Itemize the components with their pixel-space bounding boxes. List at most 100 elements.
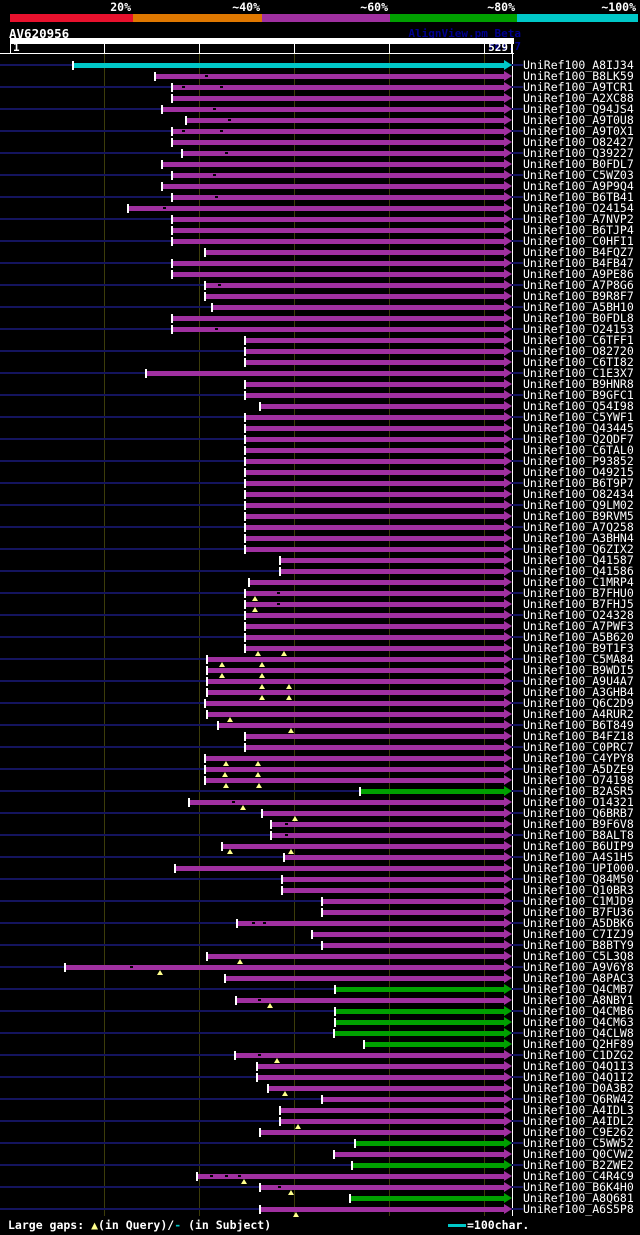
hit-bar[interactable] xyxy=(321,899,505,904)
hit-label[interactable]: UniRef100_Q4CMB6 xyxy=(523,1004,634,1018)
hit-bar[interactable] xyxy=(171,239,505,244)
hit-label[interactable]: UniRef100_C1E3X7 xyxy=(523,366,634,380)
hit-bar[interactable] xyxy=(244,426,505,431)
hit-label[interactable]: UniRef100_A9TCR1 xyxy=(523,80,634,94)
hit-label[interactable]: UniRef100_Q4CM63 xyxy=(523,1015,634,1029)
hit-bar[interactable] xyxy=(280,569,505,574)
hit-bar[interactable] xyxy=(224,976,505,981)
hit-label[interactable]: UniRef100_B4FB47 xyxy=(523,256,634,270)
hit-label[interactable]: UniRef100_A9T0X1 xyxy=(523,124,634,138)
hit-label[interactable]: UniRef100_A5DZE9 xyxy=(523,762,634,776)
hit-bar[interactable] xyxy=(171,327,505,332)
hit-label[interactable]: UniRef100_O82720 xyxy=(523,344,634,358)
hit-bar[interactable] xyxy=(244,415,505,420)
hit-bar[interactable] xyxy=(162,107,505,112)
hit-bar[interactable] xyxy=(206,690,505,695)
hit-label[interactable]: UniRef100_A4S1H5 xyxy=(523,850,634,864)
hit-label[interactable]: UniRef100_B0FDL8 xyxy=(523,311,634,325)
hit-label[interactable]: UniRef100_O74198 xyxy=(523,773,634,787)
hit-bar[interactable] xyxy=(204,756,505,761)
hit-bar[interactable] xyxy=(222,844,505,849)
hit-label[interactable]: UniRef100_Q84M50 xyxy=(523,872,634,886)
hit-label[interactable]: UniRef100_Q94JS4 xyxy=(523,102,634,116)
hit-label[interactable]: UniRef100_B7FU36 xyxy=(523,905,634,919)
hit-bar[interactable] xyxy=(72,63,505,68)
hit-label[interactable]: UniRef100_B6T9P7 xyxy=(523,476,634,490)
hit-bar[interactable] xyxy=(321,943,505,948)
hit-label[interactable]: UniRef100_B8ALT8 xyxy=(523,828,634,842)
hit-bar[interactable] xyxy=(280,1119,505,1124)
hit-label[interactable]: UniRef100_Q4Q1I3 xyxy=(523,1059,634,1073)
hit-label[interactable]: UniRef100_A7P8G6 xyxy=(523,278,634,292)
hit-bar[interactable] xyxy=(260,404,505,409)
hit-bar[interactable] xyxy=(363,1042,505,1047)
hit-bar[interactable] xyxy=(244,393,505,398)
hit-label[interactable]: UniRef100_A7NVP2 xyxy=(523,212,634,226)
hit-label[interactable]: UniRef100_B2ASR5 xyxy=(523,784,634,798)
hit-bar[interactable] xyxy=(270,833,505,838)
hit-bar[interactable] xyxy=(244,459,505,464)
hit-label[interactable]: UniRef100_C5MA84 xyxy=(523,652,634,666)
hit-bar[interactable] xyxy=(334,1031,505,1036)
hit-bar[interactable] xyxy=(188,800,505,805)
hit-bar[interactable] xyxy=(244,591,505,596)
hit-label[interactable]: UniRef100_O14321 xyxy=(523,795,634,809)
hit-bar[interactable] xyxy=(204,778,505,783)
hit-bar[interactable] xyxy=(355,1141,505,1146)
hit-bar[interactable] xyxy=(335,1020,505,1025)
hit-bar[interactable] xyxy=(270,822,505,827)
hit-bar[interactable] xyxy=(244,602,505,607)
hit-label[interactable]: UniRef100_C0HFI1 xyxy=(523,234,634,248)
hit-label[interactable]: UniRef100_Q54I98 xyxy=(523,399,634,413)
hit-bar[interactable] xyxy=(206,712,505,717)
hit-bar[interactable] xyxy=(283,855,505,860)
hit-label[interactable]: UniRef100_A5BH10 xyxy=(523,300,634,314)
hit-label[interactable]: UniRef100_Q6RW42 xyxy=(523,1092,634,1106)
hit-bar[interactable] xyxy=(127,206,505,211)
hit-label[interactable]: UniRef100_Q6C2D9 xyxy=(523,696,634,710)
hit-label[interactable]: UniRef100_A9V6Y8 xyxy=(523,960,634,974)
hit-label[interactable]: UniRef100_A2XC88 xyxy=(523,91,634,105)
hit-label[interactable]: UniRef100_A8NBY1 xyxy=(523,993,634,1007)
hit-bar[interactable] xyxy=(321,910,505,915)
hit-label[interactable]: UniRef100_Q4Q1I2 xyxy=(523,1070,634,1084)
hit-label[interactable]: UniRef100_B9HNR8 xyxy=(523,377,634,391)
hit-bar[interactable] xyxy=(244,734,505,739)
hit-label[interactable]: UniRef100_B9RVM5 xyxy=(523,509,634,523)
hit-label[interactable]: UniRef100_O24328 xyxy=(523,608,634,622)
hit-bar[interactable] xyxy=(260,1185,505,1190)
hit-bar[interactable] xyxy=(244,338,505,343)
hit-bar[interactable] xyxy=(218,723,505,728)
hit-bar[interactable] xyxy=(162,184,505,189)
hit-bar[interactable] xyxy=(244,470,505,475)
hit-bar[interactable] xyxy=(244,613,505,618)
hit-bar[interactable] xyxy=(182,151,505,156)
hit-label[interactable]: UniRef100_A9P9Q4 xyxy=(523,179,634,193)
hit-label[interactable]: UniRef100_O82427 xyxy=(523,135,634,149)
hit-bar[interactable] xyxy=(321,1097,505,1102)
hit-label[interactable]: UniRef100_B6T849 xyxy=(523,718,634,732)
hit-label[interactable]: UniRef100_A5DBK6 xyxy=(523,916,634,930)
hit-bar[interactable] xyxy=(334,1152,505,1157)
hit-bar[interactable] xyxy=(206,657,505,662)
hit-bar[interactable] xyxy=(145,371,505,376)
hit-bar[interactable] xyxy=(206,954,505,959)
hit-label[interactable]: UniRef100_Q6BRB7 xyxy=(523,806,634,820)
hit-label[interactable]: UniRef100_B4FZ18 xyxy=(523,729,634,743)
hit-bar[interactable] xyxy=(335,987,505,992)
hit-label[interactable]: UniRef100_B9F6V8 xyxy=(523,817,634,831)
hit-label[interactable]: UniRef100_O82434 xyxy=(523,487,634,501)
hit-label[interactable]: UniRef100_O49215 xyxy=(523,465,634,479)
hit-bar[interactable] xyxy=(204,701,505,706)
hit-bar[interactable] xyxy=(244,437,505,442)
hit-label[interactable]: UniRef100_B9T1F3 xyxy=(523,641,634,655)
hit-label[interactable]: UniRef100_B8LK59 xyxy=(523,69,634,83)
hit-bar[interactable] xyxy=(211,305,505,310)
hit-label[interactable]: UniRef100_Q43445 xyxy=(523,421,634,435)
hit-label[interactable]: UniRef100_A8IJ34 xyxy=(523,58,634,72)
hit-bar[interactable] xyxy=(244,624,505,629)
hit-label[interactable]: UniRef100_Q6ZIX2 xyxy=(523,542,634,556)
hit-label[interactable]: UniRef100_A3GHB4 xyxy=(523,685,634,699)
hit-bar[interactable] xyxy=(235,1053,505,1058)
hit-bar[interactable] xyxy=(261,811,505,816)
